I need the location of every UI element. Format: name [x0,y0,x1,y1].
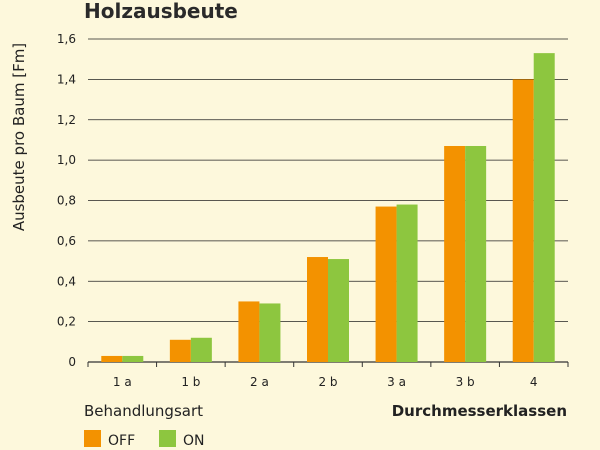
bar-off [512,79,534,362]
bar-off [101,355,123,362]
x-tick-label: 2 a [250,375,269,389]
y-tick-label: 0,8 [57,194,76,208]
legend-swatch-on [159,430,176,447]
bar-on [122,355,144,362]
chart-title: Holzausbeute [84,0,238,23]
legend: OFF ON [84,430,205,449]
legend-title: Behandlungsart [84,402,203,420]
bar-off [169,339,191,362]
bar-on [396,204,418,362]
x-tick-label: 3 a [387,375,406,389]
y-tick-label: 1,2 [57,113,76,127]
x-tick-label: 1 a [113,375,132,389]
bar-on [465,145,487,362]
y-axis-title: Ausbeute pro Baum [Fm] [10,43,28,231]
y-tick-label: 0,2 [57,315,76,329]
x-tick-label: 3 b [456,375,475,389]
bar-on [328,259,349,362]
y-tick-label: 0,4 [57,274,76,288]
bars [101,53,555,362]
bar-on [533,53,555,362]
y-tick-label: 1,6 [57,32,76,46]
x-axis-title: Durchmesserklassen [392,402,567,420]
bar-off [444,145,466,362]
y-tick-label: 0,6 [57,234,76,248]
y-tick-label: 0 [68,355,76,369]
legend-label-off: OFF [108,433,135,449]
x-tick-label: 1 b [181,375,200,389]
y-tick-labels: 0 0,2 0,4 0,6 0,8 1,0 1,2 1,4 1,6 [57,32,76,369]
bar-off [375,206,397,362]
x-tick-label: 4 [530,375,538,389]
bar-off [238,301,260,362]
bar-on [259,303,281,362]
bar-on [190,337,212,362]
x-tick-label: 2 b [318,375,337,389]
legend-label-on: ON [183,433,205,449]
gridlines [88,38,568,363]
y-tick-label: 1,0 [57,153,76,167]
legend-swatch-off [84,430,101,447]
x-tick-labels: 1 a 1 b 2 a 2 b 3 a 3 b 4 [87,362,569,389]
y-tick-label: 1,4 [57,72,76,86]
bar-off [307,257,328,362]
